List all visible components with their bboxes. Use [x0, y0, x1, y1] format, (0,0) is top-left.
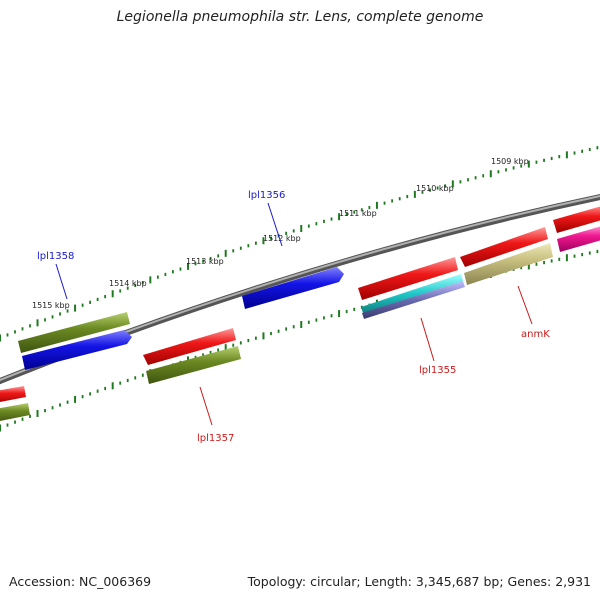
leader-line-anmK — [517, 285, 533, 325]
gene-label-anmK[interactable]: anmK — [521, 329, 550, 340]
gene-feature-olive[interactable] — [18, 312, 130, 353]
map-title: Legionella pneumophila str. Lens, comple… — [116, 9, 484, 25]
accession-text: Accession: NC_006369 — [9, 574, 152, 589]
gene-label-lpl1357[interactable]: lpl1357 — [197, 433, 234, 444]
gene-label-lpl1355[interactable]: lpl1355 — [419, 365, 456, 376]
gene-feature-lpl1357[interactable] — [143, 328, 236, 365]
gene-feature-olive[interactable] — [146, 346, 241, 384]
scale-label-1509: 1509 kbp — [491, 157, 529, 166]
gene-feature-lpl1356[interactable] — [242, 267, 344, 309]
gene-feature-red[interactable] — [553, 205, 600, 233]
gene-feature-magenta[interactable] — [557, 225, 600, 252]
topology-text: Topology: circular; Length: 3,345,687 bp… — [247, 574, 591, 589]
scale-label-1511: 1511 kbp — [339, 209, 377, 218]
scale-ticks-outer — [0, 146, 599, 342]
scale-label-1515: 1515 kbp — [32, 301, 70, 310]
gene-label-lpl1358[interactable]: lpl1358 — [37, 251, 74, 262]
gene-feature-khaki[interactable] — [464, 243, 553, 285]
gene-feature-cyan[interactable] — [361, 274, 463, 313]
leader-line-lpl1357 — [199, 386, 213, 426]
leader-line-lpl1356 — [267, 202, 283, 247]
scale-label-1510: 1510 kbp — [416, 184, 454, 193]
gene-feature-purple[interactable] — [362, 281, 465, 319]
gene-feature-anmK[interactable] — [460, 227, 548, 267]
leader-line-lpl1355 — [420, 317, 435, 362]
gene-feature-lpl1358[interactable] — [22, 330, 132, 370]
gene-feature-red[interactable] — [0, 386, 26, 404]
scale-label-1512: 1512 kbp — [263, 234, 301, 243]
gene-label-lpl1356[interactable]: lpl1356 — [248, 190, 285, 201]
leader-line-lpl1358 — [55, 263, 68, 300]
scale-label-1514: 1514 kbp — [109, 279, 147, 288]
gene-feature-olive[interactable] — [0, 403, 30, 423]
scale-label-1513: 1513 kbp — [186, 257, 224, 266]
gene-features — [0, 205, 600, 423]
gene-feature-lpl1355[interactable] — [358, 257, 458, 300]
